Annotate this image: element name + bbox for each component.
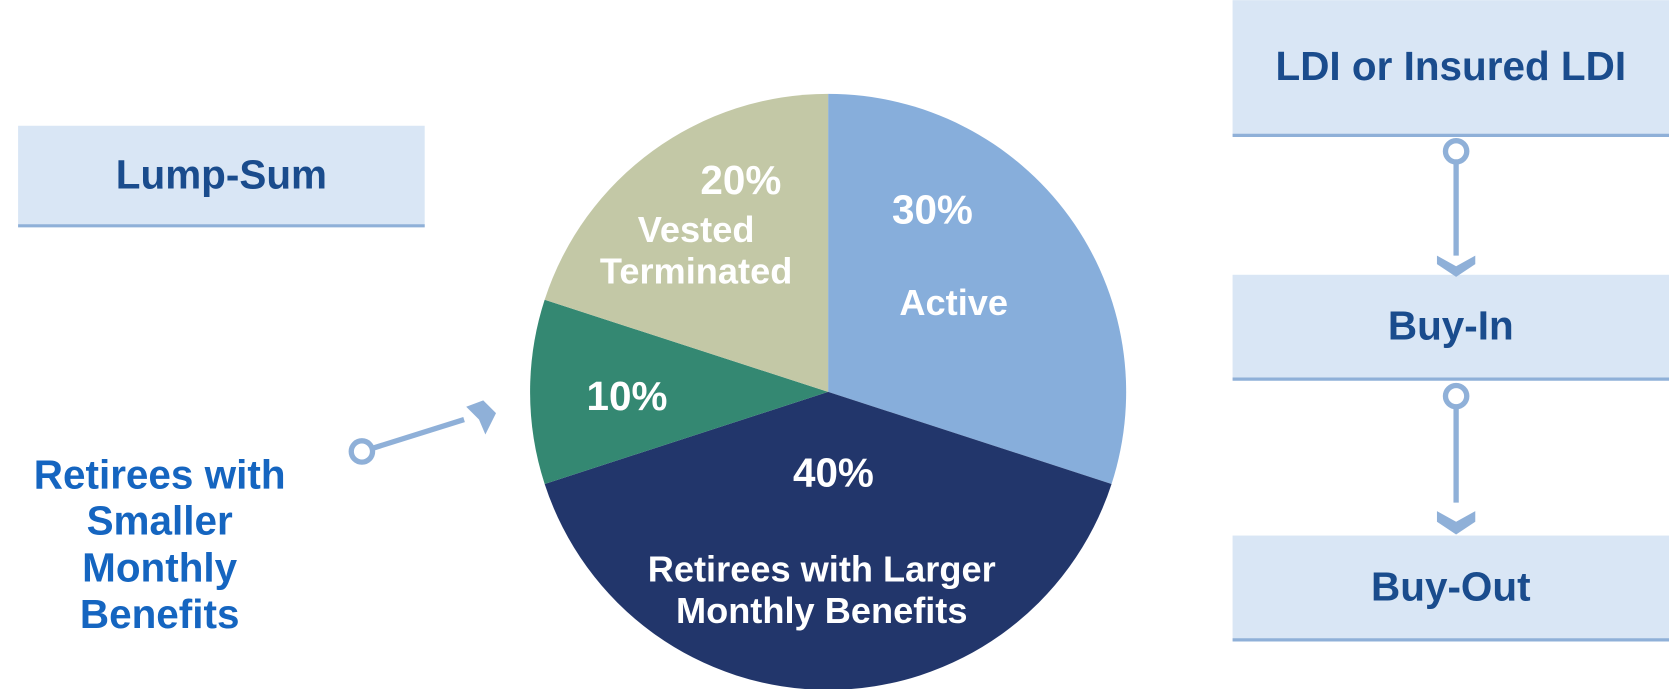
panel-title-box: Lump-Sum (115, 153, 328, 198)
panel-title: Lump-Sum (115, 153, 328, 198)
outside-category-label: Retirees with Smaller Monthly Benefits (33, 453, 286, 638)
lump-sum-box (18, 125, 425, 227)
pie-slice (544, 93, 829, 392)
category-label: Vested Terminated (599, 209, 793, 292)
category-label-box: Vested Terminated (599, 209, 793, 292)
pie-slice (530, 299, 829, 484)
flow-step: Buy-In (1387, 304, 1514, 349)
flow-step: LDI or Insured LDI (1275, 45, 1627, 90)
flow-step-box: LDI or Insured LDI (1275, 45, 1627, 90)
flow-box (1232, 274, 1669, 381)
outside-category-label-box: Retirees with Smaller Monthly Benefits (33, 453, 286, 638)
value-label: 40% (793, 450, 874, 496)
value-label: 20% (700, 157, 781, 203)
value-label: 30% (892, 187, 973, 233)
flow-step-box: Buy-Out (1371, 564, 1531, 610)
category-label: Active (899, 283, 1009, 325)
flow-step-box: Buy-In (1387, 304, 1514, 349)
pie-slice (544, 391, 1112, 689)
flow-connectors (348, 138, 1470, 503)
category-label-box: Retirees with Larger Monthly Benefits (647, 549, 996, 632)
flow-box (1232, 535, 1669, 641)
category-label: Retirees with Larger Monthly Benefits (647, 549, 996, 632)
flow-box (1232, 0, 1669, 137)
pie (530, 93, 1127, 689)
value-label: 10% (586, 373, 667, 419)
flow-step: Buy-Out (1371, 564, 1531, 610)
category-label-box: Active (899, 283, 1009, 325)
pie-slice (828, 93, 1127, 484)
